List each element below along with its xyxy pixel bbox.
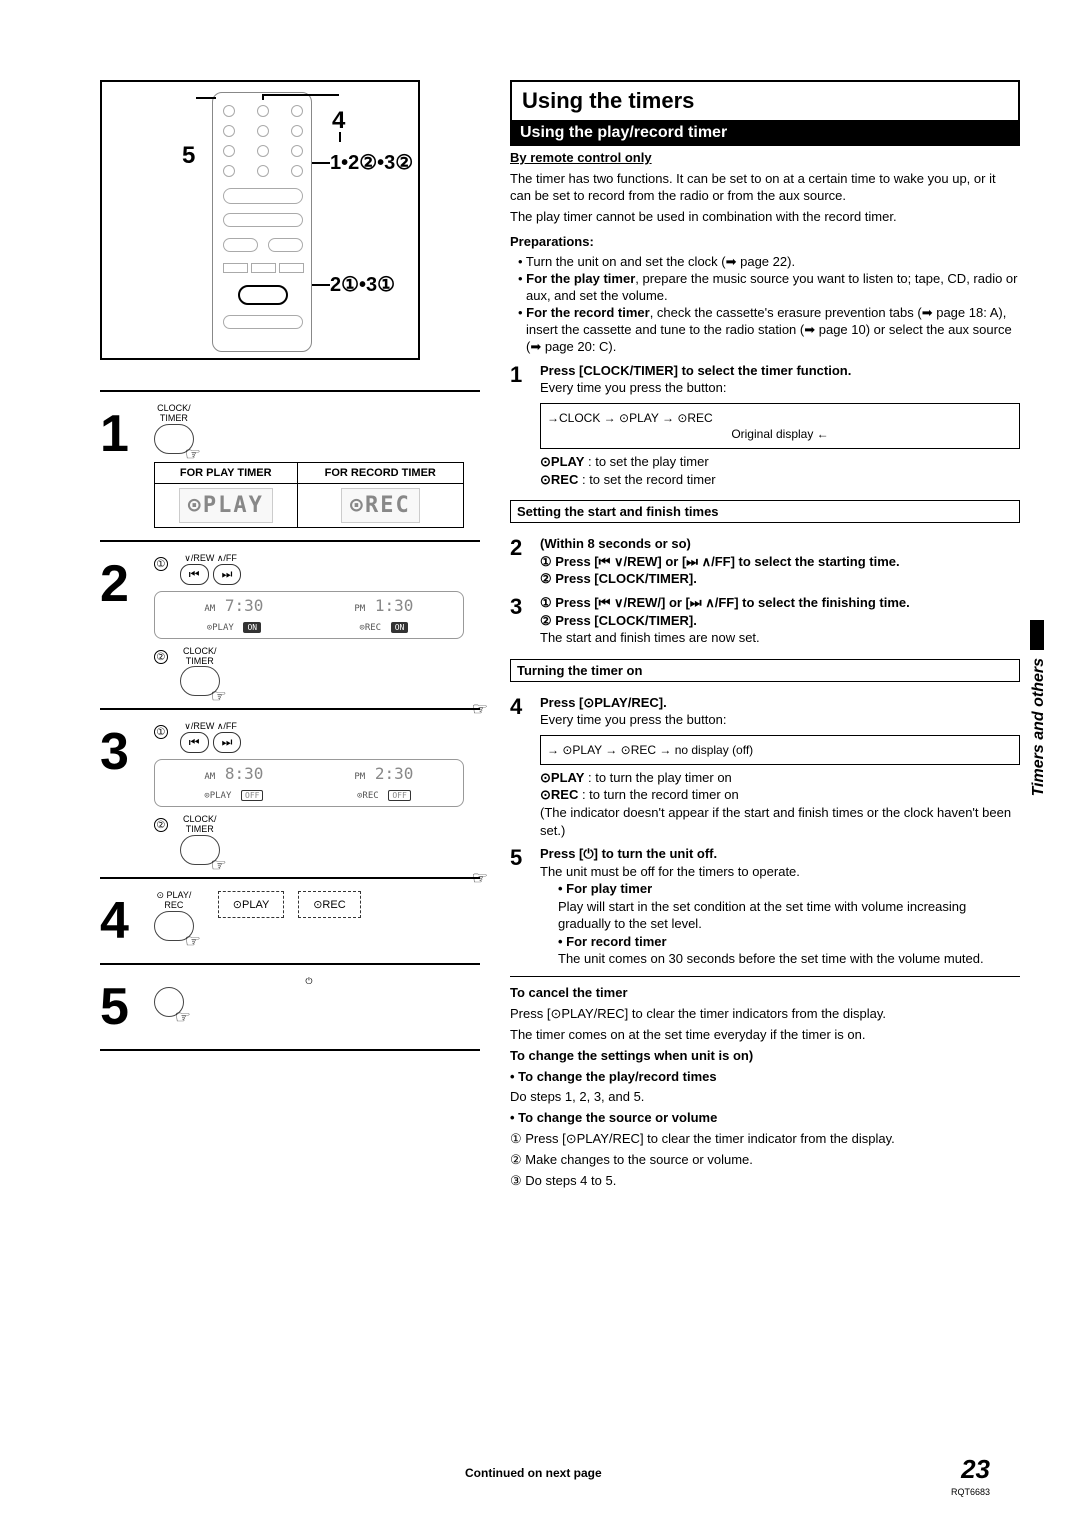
intro-2: The play timer cannot be used in combina… — [510, 209, 1020, 226]
flow-4: → ⊙PLAY → ⊙REC → no display (off) — [540, 735, 1020, 765]
press-icon: ☞ — [154, 424, 194, 454]
power-button-icon: ☞ — [154, 987, 184, 1017]
dotted-rec: ⊙REC — [298, 891, 360, 918]
power-label: ⏻ — [154, 977, 464, 987]
remote-body — [212, 92, 312, 352]
left-step-3: 3 ① ∨/REW ∧/FF ⏮ ⏭ ☞ AM 8:30 ⊙PLAY — [100, 708, 480, 877]
right-step-2: 2 (Within 8 seconds or so) ① Press [⏮ ∨/… — [510, 535, 1020, 588]
right-instructions-column: Using the timers Using the play/record t… — [510, 80, 1020, 1194]
callout-5: 5 — [182, 142, 195, 170]
prep-heading: Preparations: — [510, 234, 1020, 251]
lcd-step2: AM 7:30 ⊙PLAY ON PM 1:30 ⊙REC ON — [154, 591, 464, 639]
right-step-4: 4 Press [⊙PLAY/REC]. Every time you pres… — [510, 694, 1020, 839]
rew-ff-label-3: ∨/REW ∧/FF — [180, 722, 242, 732]
record-timer-header: FOR RECORD TIMER — [297, 462, 463, 483]
cancel-heading: To cancel the timer — [510, 985, 1020, 1002]
seg-rec: ⊙REC — [341, 488, 420, 523]
clock-timer-label-3: CLOCK/ TIMER — [180, 815, 220, 835]
step-num-5: 5 — [100, 977, 150, 1037]
section-title: Using the timers — [510, 80, 1020, 120]
change-2h: • To change the source or volume — [510, 1110, 1020, 1127]
rew-ff-label: ∨/REW ∧/FF — [180, 554, 242, 564]
change-heading: To change the settings when unit is on) — [510, 1048, 1020, 1065]
callout-4: 4 — [332, 107, 345, 135]
right-step-1: 1 Press [CLOCK/TIMER] to select the time… — [510, 362, 1020, 489]
box-setting-times: Setting the start and finish times — [510, 500, 1020, 523]
press-icon-3: ☞ — [180, 835, 220, 865]
byline: By remote control only — [510, 150, 1020, 167]
side-tab: Timers and others — [1030, 620, 1050, 890]
play-rec-label: ⊙ PLAY/ REC — [154, 891, 194, 911]
left-step-1: 1 CLOCK/ TIMER ☞ FOR PLAY TIMER FOR RECO… — [100, 390, 480, 540]
change-2c: ③ Do steps 4 to 5. — [510, 1173, 1020, 1190]
remote-diagram: 4 5 1•2②•3② 2①•3① — [100, 80, 420, 360]
press-icon-2: ☞ — [180, 666, 220, 696]
dotted-play: ⊙PLAY — [218, 891, 285, 918]
clock-timer-label-2: CLOCK/ TIMER — [180, 647, 220, 667]
play-timer-header: FOR PLAY TIMER — [154, 462, 297, 483]
rew-ff-buttons-3: ⏮ ⏭ — [180, 732, 242, 753]
left-step-2: 2 ① ∨/REW ∧/FF ⏮ ⏭ ☞ AM 7:30 ⊙PLAY — [100, 540, 480, 709]
right-step-3: 3 ① Press [⏮ ∨/REW/] or [⏭ ∧/FF] to sele… — [510, 594, 1020, 647]
left-step-4: 4 ⊙ PLAY/ REC ☞ ⊙PLAY ⊙REC — [100, 877, 480, 963]
rew-ff-buttons: ⏮ ⏭ — [180, 564, 242, 585]
sub-2: ② — [154, 650, 168, 664]
step-num-2: 2 — [100, 554, 150, 614]
sub-1: ① — [154, 557, 168, 571]
doc-code: RQT6683 — [951, 1487, 990, 1497]
clock-timer-label: CLOCK/ TIMER — [154, 404, 194, 424]
sub-2b: ② — [154, 818, 168, 832]
cancel-text: Press [⊙PLAY/REC] to clear the timer ind… — [510, 1006, 1020, 1023]
change-1h: • To change the play/record times — [510, 1069, 1020, 1086]
change-1: Do steps 1, 2, 3, and 5. — [510, 1089, 1020, 1106]
timer-mode-table: FOR PLAY TIMER FOR RECORD TIMER ⊙PLAY ⊙R… — [154, 462, 464, 528]
continued-footer: Continued on next page — [465, 1466, 602, 1480]
lcd-step3: AM 8:30 ⊙PLAY OFF PM 2:30 ⊙REC OFF — [154, 759, 464, 807]
box-turn-on: Turning the timer on — [510, 659, 1020, 682]
step-num-4: 4 — [100, 891, 150, 951]
callout-2-3b: 2①•3① — [330, 272, 395, 297]
step-num-3: 3 — [100, 722, 150, 782]
left-step-5: 5 ⏻ ☞ — [100, 963, 480, 1051]
cancel-text2: The timer comes on at the set time every… — [510, 1027, 1020, 1044]
flow-1: →CLOCK → ⊙PLAY → ⊙REC Original display ← — [540, 403, 1020, 449]
prep-list: • Turn the unit on and set the clock (➡ … — [518, 254, 1020, 355]
right-step-5: 5 Press [⏻] to turn the unit off. The un… — [510, 845, 1020, 968]
sub-1b: ① — [154, 725, 168, 739]
step-num-1: 1 — [100, 404, 150, 464]
callout-1-2-3a: 1•2②•3② — [330, 150, 413, 175]
intro-1: The timer has two functions. It can be s… — [510, 171, 1020, 205]
change-2b: ② Make changes to the source or volume. — [510, 1152, 1020, 1169]
left-diagram-column: 4 5 1•2②•3② 2①•3① 1 CLOCK/ TIMER ☞ — [100, 80, 480, 1194]
page-number: 23 — [961, 1454, 990, 1485]
section-subtitle: Using the play/record timer — [510, 120, 1020, 146]
seg-play: ⊙PLAY — [179, 488, 273, 523]
change-2a: ① Press [⊙PLAY/REC] to clear the timer i… — [510, 1131, 1020, 1148]
press-icon-4: ☞ — [154, 911, 194, 941]
